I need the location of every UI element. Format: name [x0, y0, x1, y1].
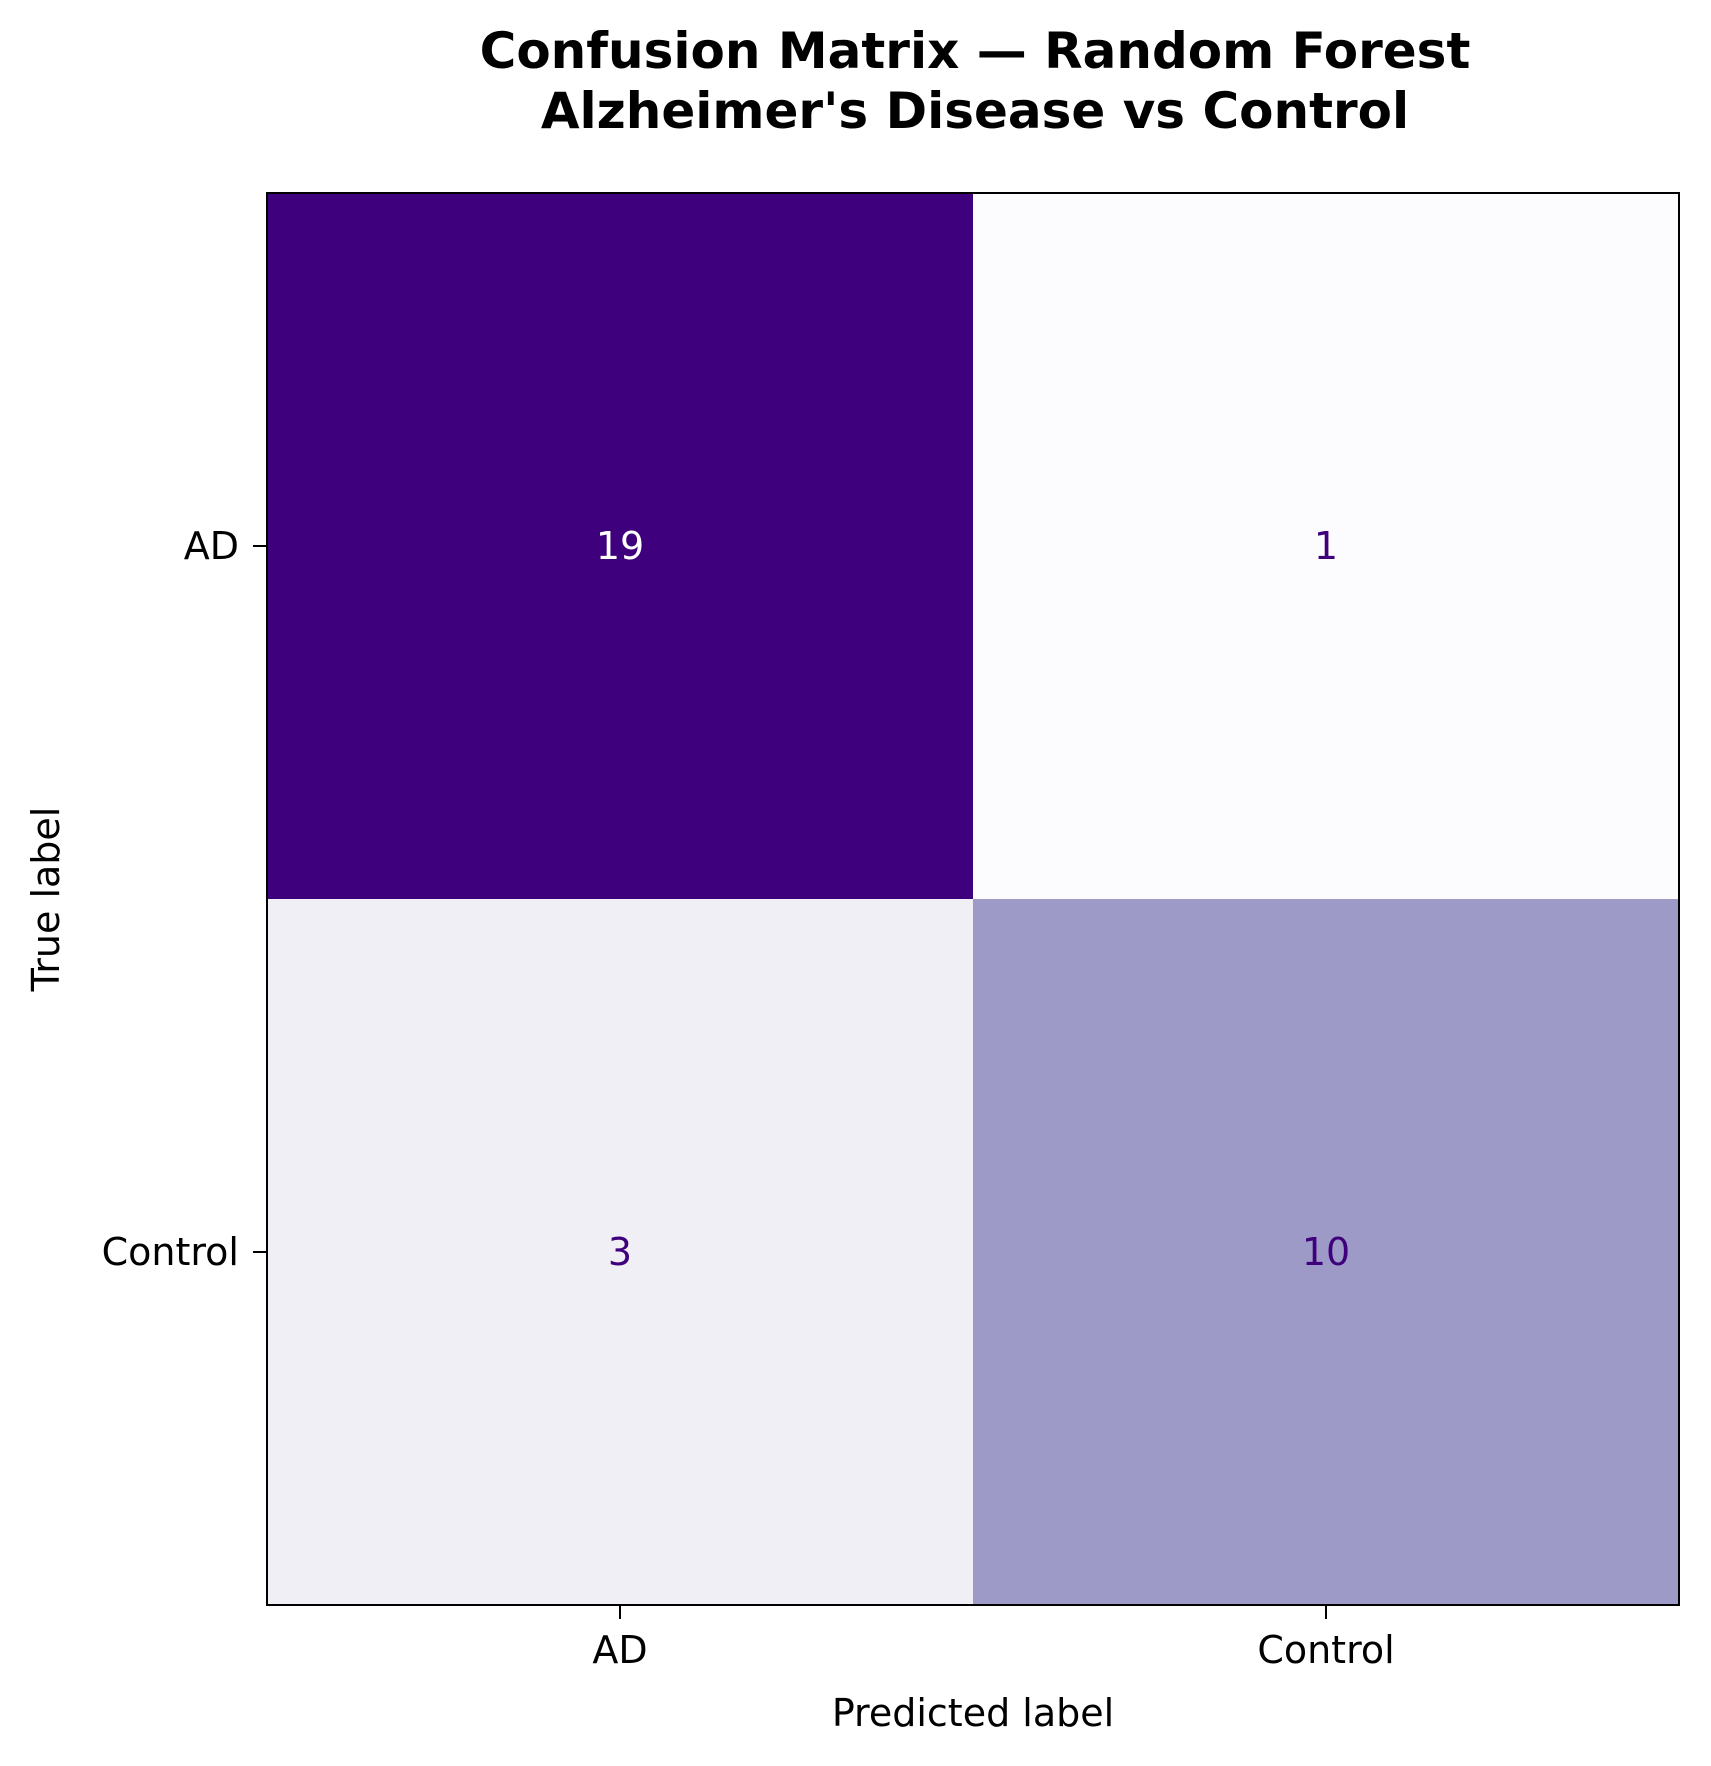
matrix-cell-labels: 19 1 3 10 [596, 524, 1350, 1274]
y-axis-ticks: AD Control [102, 524, 267, 1274]
chart-title-line-1: Confusion Matrix — Random Forest [480, 22, 1471, 80]
x-tick-label: Control [1257, 1628, 1394, 1672]
matrix-cell-value: 3 [608, 1230, 632, 1274]
x-tick-label: AD [592, 1628, 647, 1672]
matrix-cell [973, 193, 1680, 900]
matrix-cell-value: 10 [1302, 1230, 1350, 1274]
matrix-cells [267, 193, 1680, 1606]
y-tick-label: Control [102, 1230, 239, 1274]
matrix-cell [973, 899, 1680, 1606]
matrix-cell [267, 193, 974, 900]
matrix-cell-value: 1 [1314, 524, 1338, 568]
x-axis-label: Predicted label [832, 1691, 1114, 1735]
matrix-cell [267, 899, 974, 1606]
y-axis-label: True label [24, 807, 68, 993]
chart-title-line-2: Alzheimer's Disease vs Control [541, 82, 1409, 140]
y-tick-label: AD [184, 524, 239, 568]
plot-frame [266, 192, 1680, 1606]
x-axis-ticks: AD Control [592, 1605, 1395, 1672]
matrix-cell-value: 19 [596, 524, 644, 568]
